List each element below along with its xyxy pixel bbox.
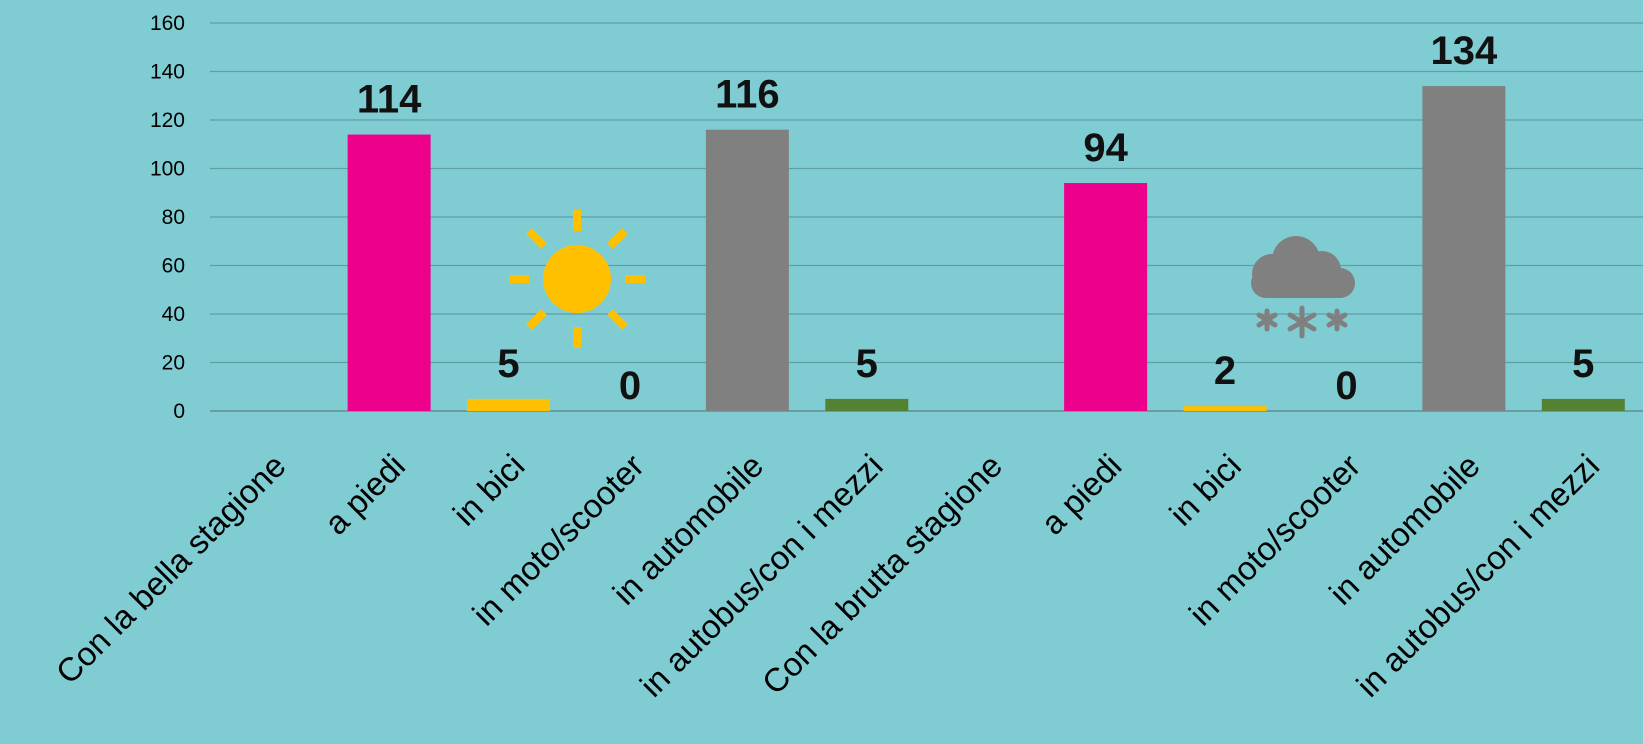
data-label: 5 — [497, 342, 519, 386]
y-axis-ticks: 0 20 40 60 80 100 120 140 160 — [150, 12, 185, 423]
category-label: in autobus/con i mezzi — [633, 447, 890, 704]
category-label: a piedi — [317, 447, 412, 542]
bar — [1422, 86, 1506, 412]
bar — [1541, 398, 1625, 411]
category-label: in bici — [446, 447, 532, 533]
data-label: 5 — [856, 342, 878, 386]
data-label: 2 — [1214, 349, 1236, 393]
category-label: Con la bella stagione — [49, 447, 293, 691]
y-tick-label: 60 — [162, 255, 185, 278]
bar — [347, 134, 431, 412]
data-label: 0 — [619, 364, 641, 408]
sun-icon — [509, 210, 645, 348]
category-label: Con la brutta stagione — [755, 447, 1009, 701]
data-label: 5 — [1572, 342, 1594, 386]
data-label: 116 — [715, 73, 780, 117]
data-label: 134 — [1431, 29, 1498, 73]
data-label: 0 — [1335, 364, 1357, 408]
y-tick-label: 0 — [173, 400, 185, 423]
category-label: in autobus/con i mezzi — [1349, 447, 1606, 704]
category-label: a piedi — [1034, 447, 1129, 542]
category-label: in bici — [1162, 447, 1248, 533]
y-tick-label: 20 — [162, 352, 185, 375]
y-tick-label: 100 — [150, 158, 185, 181]
bar — [825, 398, 909, 411]
bar — [705, 129, 789, 411]
bar — [467, 398, 551, 411]
gridlines — [210, 22, 1643, 412]
data-labels: 114 5 0 116 5 94 2 0 134 5 — [357, 29, 1595, 408]
data-label: 94 — [1083, 126, 1128, 170]
y-tick-label: 80 — [162, 206, 185, 229]
bar — [1064, 183, 1148, 411]
data-label: 114 — [357, 78, 422, 122]
bars — [347, 86, 1625, 412]
y-tick-label: 40 — [162, 303, 185, 326]
y-tick-label: 160 — [150, 12, 185, 35]
y-tick-label: 120 — [150, 109, 185, 132]
bar — [1183, 406, 1267, 411]
y-tick-label: 140 — [150, 61, 185, 84]
snow-cloud-icon — [1251, 236, 1355, 339]
